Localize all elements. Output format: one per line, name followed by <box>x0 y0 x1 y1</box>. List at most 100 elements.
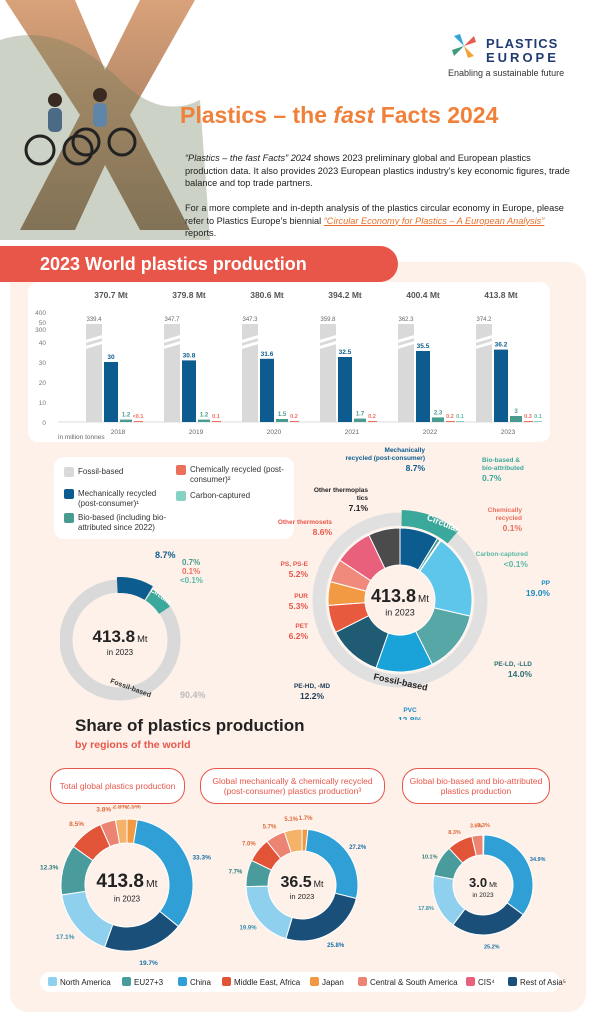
y-tick-label: 300 <box>35 327 46 334</box>
region-legend-item: North America <box>48 977 111 987</box>
bar-bio-based <box>198 419 210 422</box>
slice-value-label: <0.1% <box>504 559 529 569</box>
region-legend-label: Japan <box>322 978 344 987</box>
region-legend-label: North America <box>60 978 111 987</box>
bar-bio-label: 3 <box>514 409 518 415</box>
region-legend-swatch <box>122 977 131 986</box>
region-legend-swatch <box>222 977 231 986</box>
region-legend-swatch <box>358 977 367 986</box>
region-legend-label: CIS⁴ <box>478 978 495 987</box>
slice-value-label: 12.3% <box>40 864 59 871</box>
slice-value-label: 6.2% <box>289 631 309 641</box>
slice-value-label: 25.2% <box>484 944 500 950</box>
logo-tagline: Enabling a sustainable future <box>448 68 565 78</box>
bar-total-label: 379.8 Mt <box>172 290 206 300</box>
bar-chemically-recycled <box>212 421 221 422</box>
region-legend-label: EU27+3 <box>134 978 164 987</box>
bar-carbon-label: 0.1 <box>534 414 542 420</box>
bar-chem-label: 0.3 <box>524 414 532 420</box>
region-legend-item: Central & South America <box>358 977 458 987</box>
bar-total-label: 400.4 Mt <box>406 290 440 300</box>
x-tick-label: 2021 <box>345 429 360 436</box>
slice-value-label: 8.3% <box>448 830 461 836</box>
slice-value-label: 3.8% <box>96 806 111 813</box>
bar-bio-label: 1.7 <box>356 412 365 418</box>
bar-fossil <box>242 324 258 422</box>
axis-break-mark <box>317 334 339 350</box>
bar-bio-label: 1.5 <box>278 412 287 418</box>
slice-name-label: Chemically <box>488 507 523 514</box>
bar-bio-based <box>276 419 288 422</box>
region-legend-swatch <box>178 977 187 986</box>
share-title: Share of plastics production <box>75 716 305 735</box>
region-legend-item: Japan <box>310 977 344 987</box>
bar-bio-based <box>354 418 366 422</box>
slice-value-label: 0.3% <box>477 823 490 829</box>
bar-mechanically-recycled <box>104 362 118 422</box>
slice-value-label: 5.7% <box>263 824 277 830</box>
slice-name-label: Other thermosets <box>278 519 333 526</box>
y-tick-label: 10 <box>39 400 47 407</box>
slice-value-label: 8.7% <box>406 463 426 473</box>
slice-value-label: 19.9% <box>240 925 258 931</box>
bar-bio-label: 1.2 <box>200 413 209 419</box>
intro-paragraph-1: “Plastics – the fast Facts” 2024 shows 2… <box>185 153 570 188</box>
circular-arc <box>401 510 458 544</box>
slice-name-label: PP <box>541 580 550 587</box>
x-tick-label: 2019 <box>189 429 204 436</box>
hero-cyclists-illustration <box>0 0 210 240</box>
y-tick-label: 30 <box>39 360 47 367</box>
bar-total-label: 394.2 Mt <box>328 290 362 300</box>
slice-value-label: 8.6% <box>313 527 333 537</box>
bar-chemically-recycled <box>524 421 533 422</box>
origin-legend: Fossil-based Mechanically recycled (post-… <box>54 457 294 539</box>
slice-value-carbon: <0.1% <box>180 576 203 585</box>
slice-name-label: tics <box>357 495 369 502</box>
bar-fossil <box>476 324 492 422</box>
bar-bio-label: 2.3 <box>434 410 443 416</box>
logo-brand-line2: EUROPE <box>486 50 559 65</box>
slice-name-label: PET <box>295 623 308 630</box>
slice-value-label: 5.1% <box>284 817 298 823</box>
bar-chem-label: 0.1 <box>212 414 220 420</box>
y-axis-label: in million tonnes <box>58 434 105 441</box>
bar-fossil-label: 374.2 <box>476 317 492 323</box>
donut-slice <box>368 527 401 570</box>
donut-center-value: 36.5 Mt <box>281 874 324 891</box>
bar-total-label: 380.6 Mt <box>250 290 284 300</box>
donut-slice <box>114 818 128 845</box>
axis-break-mark <box>473 334 495 350</box>
report-link[interactable]: “Circular Economy for Plastics – A Europ… <box>323 215 545 226</box>
legend-label: Bio-based (including bio-attributed sinc… <box>78 513 167 532</box>
legend-label: Chemically recycled (post-consumer)² <box>190 465 284 484</box>
slice-value-label: 12.2% <box>300 691 325 701</box>
slice-name-label: PVC <box>403 707 417 714</box>
bar-mech-label: 35.5 <box>417 343 430 350</box>
slice-value-label: 2.5% <box>126 805 141 810</box>
region-legend-item: China <box>178 977 211 987</box>
slice-name-label: PE-HD, -MD <box>294 683 330 690</box>
bar-mechanically-recycled <box>182 360 196 422</box>
bar-mechanically-recycled <box>416 351 430 422</box>
region-legend-label: Rest of Asia⁵ <box>520 978 567 987</box>
region-total-donut: 2.5% 33.3% 19.7% 17.1% 12.3% 8.5% 3.8% 2.8% 413.… <box>40 805 211 965</box>
y-tick-label: 400 <box>35 310 46 317</box>
y-tick-label: 0 <box>42 420 46 427</box>
slice-value-label: 0.1% <box>503 523 523 533</box>
bar-fossil <box>164 324 180 422</box>
bar-carbon-captured <box>534 421 542 422</box>
region-legend-item: Middle East, Africa <box>222 977 300 987</box>
donut-center-sub: in 2023 <box>472 892 494 899</box>
logo-brand-line1: PLASTICS <box>486 36 559 51</box>
region-recycled-donut: 1.7% 27.2% 25.8% 19.9% 7.7% 7.0% 5.7% 5.1% 36.5 M… <box>229 816 367 949</box>
bar-mech-label: 30 <box>107 354 115 361</box>
slice-value-label: 25.8% <box>327 943 345 949</box>
x-tick-label: 2023 <box>501 429 516 436</box>
bar-chemically-recycled <box>368 421 377 422</box>
slice-value-label: 17.1% <box>56 934 75 941</box>
bar-fossil <box>398 324 414 422</box>
bar-chemically-recycled <box>290 421 299 422</box>
x-tick-label: 2022 <box>423 429 438 436</box>
